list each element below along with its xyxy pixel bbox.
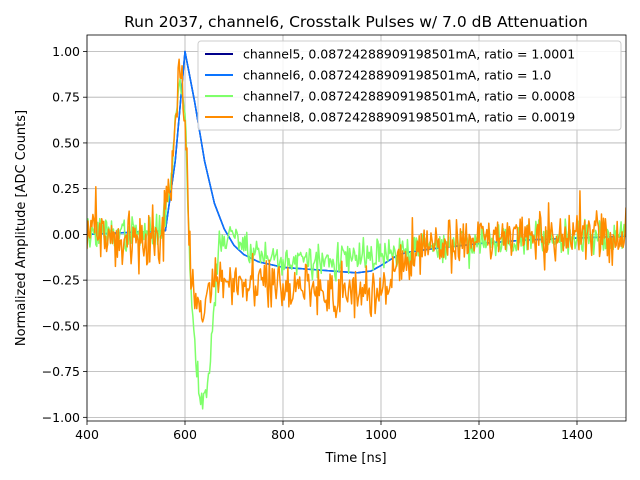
y-axis-label: Normalized Amplitude [ADC Counts] [14,110,29,346]
y-tick-label: −1.00 [42,410,80,425]
y-tick-label: 0.75 [52,90,80,105]
y-tick-label: −0.50 [42,318,80,333]
y-tick-label: 0.00 [52,227,80,242]
legend-entry-3: channel7, 0.08724288909198501mA, ratio =… [243,89,575,104]
legend-entry-4: channel8, 0.08724288909198501mA, ratio =… [243,110,575,125]
ticks: 400 600 800 1000 1200 1400 −1.00 −0.75 −0.50 −0.2… [42,44,593,442]
legend: channel5, 0.08724288909198501mA, ratio =… [197,40,622,131]
x-axis-label: Time [ns] [324,451,386,466]
series-layer [87,50,626,410]
legend-entry-1: channel5, 0.08724288909198501mA, ratio =… [243,47,575,62]
x-tick-label: 800 [271,427,295,442]
y-tick-label: 0.50 [52,135,80,150]
x-tick-label: 1200 [463,427,495,442]
legend-box [197,40,622,131]
series-4 [87,58,626,323]
y-tick-label: 1.00 [52,44,80,59]
series-line-4 [87,58,626,323]
x-tick-label: 1000 [365,427,397,442]
y-tick-label: −0.25 [42,273,80,288]
y-tick-label: −0.75 [42,364,80,379]
legend-entry-2: channel6, 0.08724288909198501mA, ratio =… [243,68,551,83]
plot-frame [86,34,627,422]
x-tick-label: 1400 [561,427,593,442]
y-tick-label: 0.25 [52,181,80,196]
chart-title: Run 2037, channel6, Crosstalk Pulses w/ … [124,13,588,31]
x-tick-label: 400 [75,427,99,442]
x-tick-label: 600 [173,427,197,442]
